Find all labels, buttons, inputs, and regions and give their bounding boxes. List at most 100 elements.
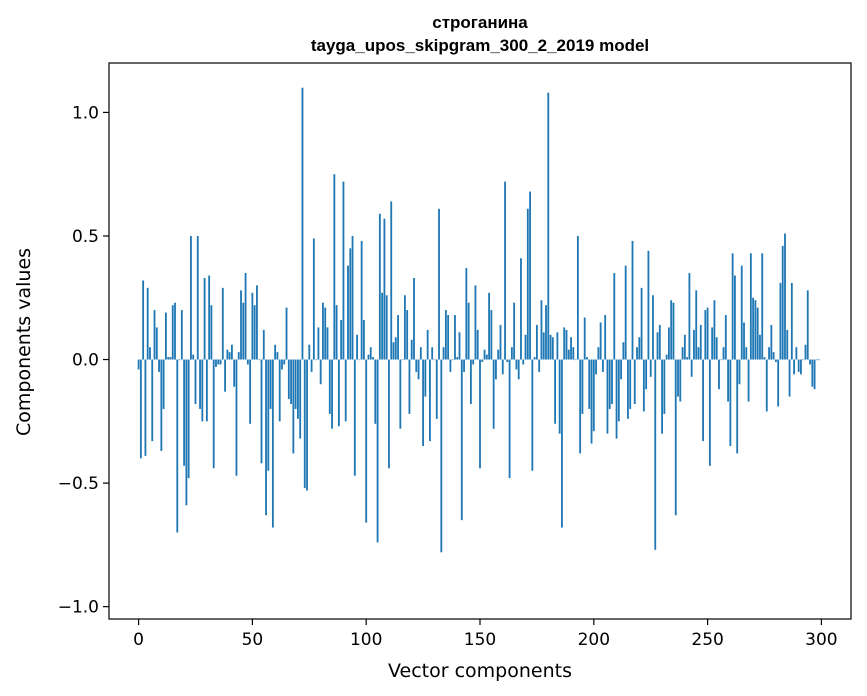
bar-159 bbox=[499, 324, 502, 360]
bar-172 bbox=[529, 191, 531, 360]
bar-246 bbox=[697, 347, 700, 360]
bar-190 bbox=[570, 337, 572, 360]
bar-294 bbox=[806, 290, 809, 360]
x-tick-label: 0 bbox=[133, 630, 144, 650]
bar-4 bbox=[146, 287, 149, 360]
bar-78 bbox=[315, 359, 318, 361]
bar-153 bbox=[485, 354, 488, 360]
bar-233 bbox=[668, 327, 670, 360]
bar-174 bbox=[533, 357, 536, 360]
bar-260 bbox=[729, 359, 732, 447]
bar-259 bbox=[727, 359, 729, 402]
bar-141 bbox=[458, 332, 461, 360]
bar-163 bbox=[508, 359, 511, 479]
bar-296 bbox=[811, 359, 814, 387]
bar-60 bbox=[274, 344, 277, 360]
bar-160 bbox=[501, 359, 504, 375]
bar-222 bbox=[642, 359, 645, 412]
bar-169 bbox=[522, 359, 525, 365]
bar-234 bbox=[670, 300, 673, 360]
bar-55 bbox=[262, 329, 265, 360]
bar-256 bbox=[720, 359, 723, 361]
y-tick-label: 0.0 bbox=[72, 351, 99, 371]
bar-208 bbox=[611, 359, 613, 405]
bar-283 bbox=[781, 245, 784, 360]
bar-27 bbox=[199, 359, 201, 409]
bar-258 bbox=[724, 315, 727, 360]
bar-14 bbox=[169, 357, 172, 360]
bar-165 bbox=[513, 302, 516, 360]
bar-265 bbox=[740, 265, 743, 360]
bar-201 bbox=[595, 359, 597, 375]
bar-155 bbox=[490, 310, 493, 360]
bar-292 bbox=[802, 359, 805, 361]
bar-287 bbox=[790, 282, 793, 360]
bar-179 bbox=[545, 305, 547, 360]
x-tick-label: 300 bbox=[805, 630, 837, 650]
y-tick-label: 1.0 bbox=[72, 103, 99, 123]
x-tick-label: 100 bbox=[350, 630, 382, 650]
bar-298 bbox=[815, 359, 818, 361]
bar-8 bbox=[155, 327, 158, 360]
bar-32 bbox=[210, 305, 213, 360]
bar-140 bbox=[456, 357, 459, 360]
bar-263 bbox=[736, 359, 739, 454]
bar-239 bbox=[681, 347, 684, 360]
bar-219 bbox=[636, 347, 638, 360]
bar-54 bbox=[260, 359, 263, 464]
bar-291 bbox=[800, 359, 802, 375]
bar-111 bbox=[390, 201, 393, 360]
y-tick-label: −1.0 bbox=[58, 598, 99, 618]
bar-64 bbox=[283, 359, 286, 365]
bar-204 bbox=[602, 359, 604, 372]
bar-130 bbox=[433, 359, 436, 361]
bar-48 bbox=[246, 359, 249, 365]
bar-138 bbox=[451, 359, 454, 361]
bar-210 bbox=[615, 359, 618, 439]
bar-143 bbox=[463, 359, 465, 372]
bar-39 bbox=[226, 349, 229, 360]
bar-217 bbox=[631, 240, 634, 360]
y-axis-label: Components values bbox=[13, 248, 35, 436]
bar-235 bbox=[672, 302, 675, 360]
bar-35 bbox=[217, 359, 220, 365]
bar-250 bbox=[706, 307, 709, 360]
bar-112 bbox=[392, 342, 395, 360]
bar-61 bbox=[276, 352, 279, 360]
bar-145 bbox=[467, 302, 470, 360]
bar-125 bbox=[422, 359, 425, 447]
bar-52 bbox=[256, 285, 258, 360]
bar-133 bbox=[440, 359, 443, 553]
bar-154 bbox=[488, 292, 491, 360]
bar-264 bbox=[738, 359, 741, 385]
bar-157 bbox=[495, 359, 497, 380]
bar-186 bbox=[561, 359, 563, 528]
bar-277 bbox=[768, 347, 770, 360]
bar-226 bbox=[652, 295, 654, 360]
bar-81 bbox=[322, 302, 324, 360]
bar-289 bbox=[795, 347, 798, 360]
bar-75 bbox=[308, 344, 311, 360]
bar-255 bbox=[718, 359, 720, 390]
bar-221 bbox=[640, 287, 643, 360]
bar-85 bbox=[331, 359, 333, 429]
bar-230 bbox=[661, 359, 663, 434]
bar-184 bbox=[556, 332, 559, 360]
chart-title: строганина bbox=[432, 13, 528, 32]
bar-88 bbox=[337, 359, 340, 427]
bar-113 bbox=[394, 337, 397, 360]
bar-69 bbox=[294, 359, 297, 409]
bar-84 bbox=[328, 359, 331, 414]
x-tick-label: 200 bbox=[578, 630, 610, 650]
bar-31 bbox=[208, 275, 211, 360]
bar-178 bbox=[542, 332, 545, 360]
bar-9 bbox=[158, 359, 160, 372]
bar-91 bbox=[344, 359, 347, 422]
bar-106 bbox=[378, 213, 381, 360]
bar-295 bbox=[809, 359, 811, 365]
bar-92 bbox=[347, 265, 349, 360]
bar-254 bbox=[715, 337, 718, 360]
bar-53 bbox=[258, 359, 261, 361]
bar-29 bbox=[203, 277, 206, 360]
bar-87 bbox=[335, 305, 338, 360]
